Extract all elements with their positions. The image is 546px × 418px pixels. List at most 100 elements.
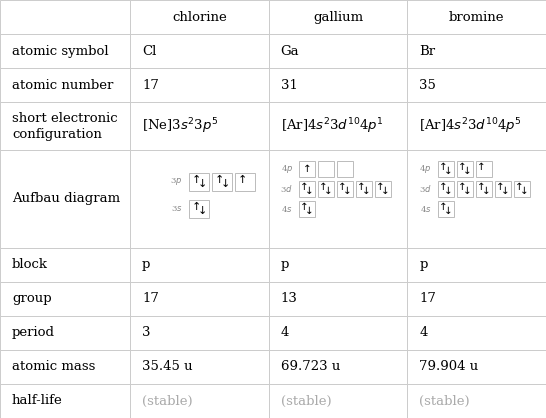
Bar <box>269 316 407 350</box>
Bar <box>269 34 407 68</box>
Bar <box>130 102 269 150</box>
Text: ↓: ↓ <box>463 186 472 196</box>
Text: ↑: ↑ <box>215 175 224 185</box>
Bar <box>130 282 269 316</box>
Text: gallium: gallium <box>313 10 363 23</box>
Bar <box>130 0 269 34</box>
Text: ↑: ↑ <box>300 202 309 212</box>
Text: ↓: ↓ <box>463 166 472 176</box>
Text: ↑: ↑ <box>339 183 347 192</box>
Bar <box>407 150 546 248</box>
Text: ↓: ↓ <box>198 179 207 189</box>
Text: 4$s$: 4$s$ <box>420 204 432 214</box>
Text: period: period <box>12 326 55 339</box>
Text: ↑: ↑ <box>376 183 385 192</box>
Text: 3$d$: 3$d$ <box>419 184 432 194</box>
Text: atomic symbol: atomic symbol <box>12 45 109 58</box>
Text: 35.45 u: 35.45 u <box>142 360 193 373</box>
Text: ↓: ↓ <box>444 206 453 216</box>
Text: [Ne]3$s^2$3$p^5$: [Ne]3$s^2$3$p^5$ <box>142 116 218 136</box>
Text: ↓: ↓ <box>482 186 491 196</box>
Bar <box>495 181 511 197</box>
Text: ↓: ↓ <box>501 186 510 196</box>
Text: Br: Br <box>419 45 436 58</box>
Text: [Ar]4$s^2$3$d^{10}$4$p^5$: [Ar]4$s^2$3$d^{10}$4$p^5$ <box>419 116 522 136</box>
Text: 3$d$: 3$d$ <box>280 184 293 194</box>
Text: ↓: ↓ <box>305 186 314 196</box>
Bar <box>0 68 130 102</box>
Text: (stable): (stable) <box>142 395 193 408</box>
Bar <box>0 102 130 150</box>
Bar <box>269 0 407 34</box>
Text: 3: 3 <box>142 326 151 339</box>
Text: Cl: Cl <box>142 45 156 58</box>
Text: 4$p$: 4$p$ <box>419 163 432 175</box>
Text: block: block <box>12 258 48 271</box>
Text: ↓: ↓ <box>343 186 352 196</box>
Text: 79.904 u: 79.904 u <box>419 360 478 373</box>
Text: ↑: ↑ <box>439 202 448 212</box>
Bar <box>189 173 209 191</box>
Bar <box>514 181 530 197</box>
Bar <box>337 161 353 177</box>
Bar <box>299 161 316 177</box>
Text: atomic mass: atomic mass <box>12 360 96 373</box>
Bar <box>130 150 269 248</box>
Bar <box>130 350 269 384</box>
Text: ↑: ↑ <box>477 183 486 192</box>
Bar <box>438 181 454 197</box>
Text: half-life: half-life <box>12 395 63 408</box>
Text: Aufbau diagram: Aufbau diagram <box>12 192 120 206</box>
Text: 17: 17 <box>419 293 436 306</box>
Bar <box>375 181 391 197</box>
Bar <box>318 181 335 197</box>
Bar <box>318 161 335 177</box>
Bar <box>0 248 130 282</box>
Text: ↑: ↑ <box>238 175 247 185</box>
Bar <box>356 181 372 197</box>
Text: chlorine: chlorine <box>172 10 227 23</box>
Bar <box>269 350 407 384</box>
Text: ↑: ↑ <box>496 183 505 192</box>
Text: Ga: Ga <box>281 45 299 58</box>
Text: ↑: ↑ <box>303 164 312 174</box>
Text: ↑: ↑ <box>439 163 448 173</box>
Text: ↓: ↓ <box>363 186 371 196</box>
Bar <box>476 161 492 177</box>
Text: ↑: ↑ <box>439 183 448 192</box>
Bar <box>0 150 130 248</box>
Text: ↑: ↑ <box>358 183 366 192</box>
Bar <box>299 181 316 197</box>
Text: ↓: ↓ <box>520 186 529 196</box>
Text: p: p <box>419 258 428 271</box>
Bar <box>269 150 407 248</box>
Bar <box>456 181 473 197</box>
Text: 17: 17 <box>142 293 159 306</box>
Text: short electronic
configuration: short electronic configuration <box>12 112 117 140</box>
Bar <box>337 181 353 197</box>
Text: group: group <box>12 293 52 306</box>
Text: 69.723 u: 69.723 u <box>281 360 340 373</box>
Text: 35: 35 <box>419 79 436 92</box>
Bar <box>189 200 209 218</box>
Bar <box>130 248 269 282</box>
Text: 4$p$: 4$p$ <box>281 163 293 175</box>
Text: atomic number: atomic number <box>12 79 114 92</box>
Bar <box>407 68 546 102</box>
Text: ↑: ↑ <box>458 183 467 192</box>
Bar <box>407 34 546 68</box>
Bar <box>407 248 546 282</box>
Bar <box>438 201 454 217</box>
Bar <box>269 102 407 150</box>
Bar <box>407 316 546 350</box>
Bar <box>407 282 546 316</box>
Text: (stable): (stable) <box>419 395 470 408</box>
Bar <box>269 282 407 316</box>
Text: ↑: ↑ <box>458 163 467 173</box>
Bar <box>130 384 269 418</box>
Bar <box>407 350 546 384</box>
Bar <box>0 316 130 350</box>
Bar <box>438 161 454 177</box>
Bar <box>0 282 130 316</box>
Text: 4: 4 <box>281 326 289 339</box>
